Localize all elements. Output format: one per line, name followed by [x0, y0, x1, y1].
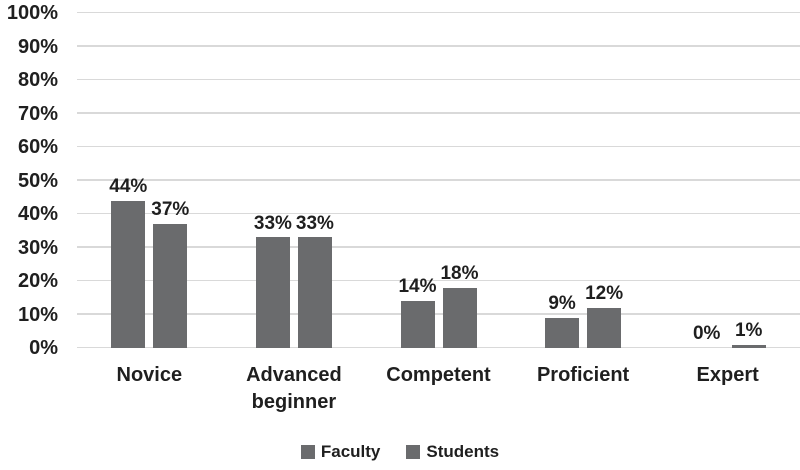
x-axis-category-label: Proficient — [536, 364, 630, 386]
gridline — [77, 112, 800, 114]
y-axis-tick-label: 50% — [17, 169, 58, 192]
bar-value-label: 0% — [692, 323, 721, 345]
y-axis-tick-label: 90% — [17, 35, 58, 58]
bar-value-label: 9% — [548, 292, 576, 314]
y-axis-tick-label: 30% — [17, 236, 58, 259]
legend-item-students: Students — [406, 443, 499, 460]
bar-students-advanced-beginner — [297, 237, 332, 348]
bar-faculty-proficient — [545, 317, 580, 348]
bar-value-label: 37% — [151, 199, 190, 221]
gridline — [77, 45, 800, 47]
gridline — [77, 346, 800, 348]
y-axis-tick-label: 60% — [17, 136, 58, 158]
gridline — [77, 179, 800, 181]
x-axis: Novice Advanced beginner Competent Proficie… — [77, 362, 800, 416]
bar-value-label: 1% — [734, 319, 763, 341]
legend-swatch-icon — [300, 444, 315, 459]
gridline — [77, 145, 800, 147]
bar-value-label: 33% — [253, 212, 292, 234]
gridline — [77, 246, 800, 248]
x-axis-category-label: Expert — [696, 364, 759, 386]
bar-students-novice — [153, 224, 188, 348]
bar-faculty-novice — [111, 200, 146, 348]
x-axis-category-label: Advanced beginner — [246, 364, 342, 413]
legend-label: Faculty — [320, 442, 381, 461]
plot-area: 44% 37% 33% 33% 14% 18% 9% 12% 0% 1% — [77, 11, 800, 348]
bar-value-label: 14% — [398, 276, 437, 298]
y-axis-tick-label: 10% — [17, 303, 58, 326]
bar-value-label: 18% — [440, 262, 479, 284]
bar-faculty-competent — [400, 301, 435, 348]
gridline — [77, 279, 800, 281]
bar-students-competent — [442, 287, 477, 348]
bar-faculty-advanced-beginner — [255, 237, 290, 348]
legend: Faculty Students — [0, 443, 800, 460]
y-axis-tick-label: 40% — [17, 203, 58, 225]
bar-value-label: 12% — [585, 282, 624, 304]
gridline — [77, 313, 800, 315]
bar-value-label: 44% — [109, 175, 148, 197]
gridline — [77, 11, 800, 13]
y-axis-tick-label: 100% — [6, 2, 58, 24]
legend-item-faculty: Faculty — [300, 442, 381, 461]
bar-students-expert — [731, 344, 766, 348]
y-axis-tick-label: 70% — [17, 102, 58, 125]
legend-label: Students — [426, 442, 500, 461]
bar-students-proficient — [587, 307, 622, 348]
y-axis-tick-label: 0% — [29, 337, 58, 359]
y-axis-tick-label: 80% — [17, 69, 58, 91]
x-axis-category-label: Novice — [116, 364, 183, 386]
bar-value-label: 33% — [295, 212, 334, 234]
gridline — [77, 212, 800, 214]
gridline — [77, 78, 800, 80]
legend-swatch-icon — [406, 444, 421, 459]
x-axis-category-label: Competent — [386, 364, 491, 386]
y-axis-tick-label: 20% — [17, 270, 58, 292]
